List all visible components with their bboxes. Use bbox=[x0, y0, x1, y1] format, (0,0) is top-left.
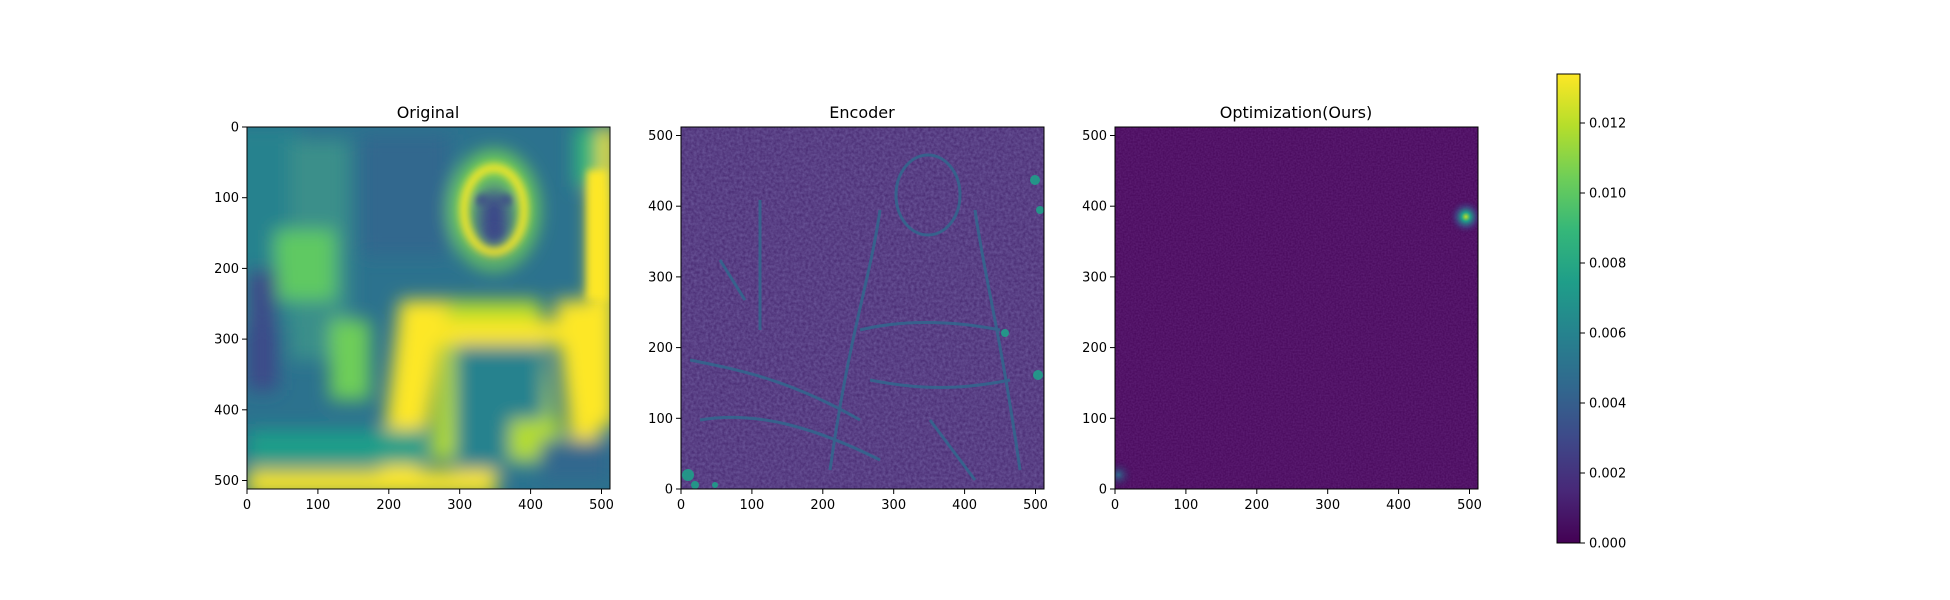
x-tick-label: 300 bbox=[881, 498, 906, 513]
y-tick-label: 200 bbox=[214, 262, 239, 277]
y-tick-label: 100 bbox=[214, 191, 239, 206]
x-tick-label: 500 bbox=[589, 498, 614, 513]
y-tick-label: 500 bbox=[214, 474, 239, 489]
heatmap-image bbox=[247, 127, 610, 489]
panel-encoder: Encoder bbox=[648, 103, 1048, 513]
colorbar-tick-label: 0.000 bbox=[1589, 537, 1626, 552]
x-tick-label: 300 bbox=[447, 498, 472, 513]
colorbar-tick-label: 0.010 bbox=[1589, 187, 1626, 202]
panel-optimization: Optimization(Ours) 0 100 200 300 400 500 0 100 2… bbox=[1082, 103, 1482, 513]
x-tick-label: 0 bbox=[677, 498, 685, 513]
y-tick-label: 0 bbox=[231, 121, 239, 136]
y-tick-label: 300 bbox=[648, 270, 673, 285]
x-tick-label: 0 bbox=[1111, 498, 1119, 513]
colorbar-tick-label: 0.008 bbox=[1589, 257, 1626, 272]
heatmap-image bbox=[1115, 127, 1478, 489]
x-tick-label: 0 bbox=[243, 498, 251, 513]
y-tick-label: 400 bbox=[1082, 200, 1107, 215]
x-tick-label: 400 bbox=[1386, 498, 1411, 513]
colorbar-tick-label: 0.002 bbox=[1589, 467, 1626, 482]
y-tick-label: 100 bbox=[648, 412, 673, 427]
panel-title: Encoder bbox=[829, 103, 895, 122]
panel-title: Original bbox=[397, 103, 460, 122]
hotspot bbox=[1115, 458, 1135, 489]
heatmap-image bbox=[681, 127, 1044, 489]
x-tick-label: 200 bbox=[810, 498, 835, 513]
x-tick-label: 500 bbox=[1023, 498, 1048, 513]
axes: 0 100 200 300 400 500 0 100 200 300 400 500 bbox=[1082, 129, 1482, 513]
y-tick-label: 400 bbox=[214, 403, 239, 418]
y-tick-label: 300 bbox=[214, 333, 239, 348]
colorbar-tick-label: 0.004 bbox=[1589, 397, 1626, 412]
y-tick-label: 200 bbox=[648, 341, 673, 356]
colorbar-gradient bbox=[1557, 74, 1580, 543]
y-tick-label: 0 bbox=[1099, 483, 1107, 498]
colorbar-tick-label: 0.012 bbox=[1589, 117, 1626, 132]
colorbar-ticks: 0.000 0.002 0.004 0.006 0.008 0.010 0.012 bbox=[1580, 117, 1626, 552]
y-tick-label: 500 bbox=[648, 129, 673, 144]
axes: 0 100 200 300 400 500 0 100 200 300 400 500 bbox=[648, 129, 1048, 513]
y-tick-label: 200 bbox=[1082, 341, 1107, 356]
y-tick-label: 0 bbox=[665, 483, 673, 498]
panel-original: Original bbox=[214, 103, 614, 514]
colorbar-tick-label: 0.006 bbox=[1589, 327, 1626, 342]
axes: 0 100 200 300 400 500 0 100 200 300 400 500 bbox=[214, 121, 614, 514]
x-tick-label: 200 bbox=[1244, 498, 1269, 513]
panel-title: Optimization(Ours) bbox=[1220, 103, 1372, 122]
y-tick-label: 400 bbox=[648, 200, 673, 215]
x-tick-label: 100 bbox=[305, 498, 330, 513]
y-tick-label: 300 bbox=[1082, 270, 1107, 285]
colorbar: 0.000 0.002 0.004 0.006 0.008 0.010 0.012 bbox=[1556, 73, 1626, 552]
x-tick-label: 300 bbox=[1315, 498, 1340, 513]
x-tick-label: 500 bbox=[1457, 498, 1482, 513]
x-tick-label: 200 bbox=[376, 498, 401, 513]
x-tick-label: 100 bbox=[739, 498, 764, 513]
y-tick-label: 500 bbox=[1082, 129, 1107, 144]
hotspot bbox=[1447, 198, 1478, 235]
y-tick-label: 100 bbox=[1082, 412, 1107, 427]
x-tick-label: 400 bbox=[518, 498, 543, 513]
x-tick-label: 400 bbox=[952, 498, 977, 513]
x-tick-label: 100 bbox=[1173, 498, 1198, 513]
